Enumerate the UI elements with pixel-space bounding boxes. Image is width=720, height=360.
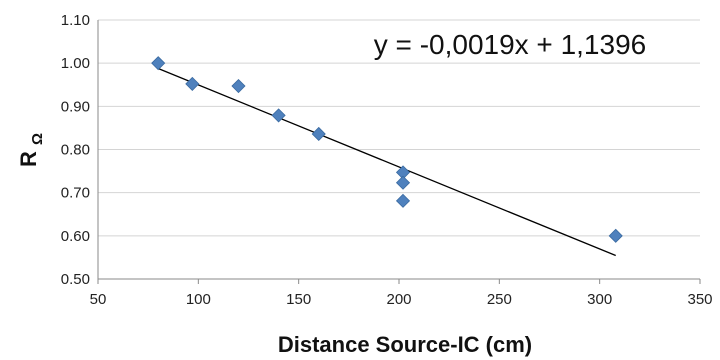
x-tick-label: 50: [90, 291, 107, 308]
data-point-diamond: [311, 126, 326, 142]
trend-line: [157, 67, 616, 257]
data-points: [151, 56, 623, 243]
x-tick-label: 200: [386, 291, 411, 308]
y-tick-label: 0.90: [61, 98, 90, 115]
data-point-diamond: [185, 76, 200, 91]
x-tick-label: 100: [186, 291, 211, 308]
y-tick-labels: 0.50 0.60 0.70 0.80 0.90 1.00 1.10: [61, 12, 90, 288]
x-tick-label: 250: [487, 291, 512, 308]
trendline-equation: y = -0,0019x + 1,1396: [374, 29, 646, 60]
data-point-diamond: [395, 193, 411, 208]
y-axis-title-main: R: [16, 151, 41, 167]
y-axis-title-group: R Ω: [16, 133, 46, 167]
x-tick-labels: 50 100 150 200 250 300 350: [90, 279, 713, 308]
data-point-diamond: [608, 228, 623, 243]
x-tick-label: 300: [587, 291, 612, 308]
y-tick-label: 0.80: [61, 142, 90, 159]
data-point-diamond: [151, 56, 166, 71]
y-axis-title: R Ω: [16, 133, 46, 167]
y-tick-label: 1.00: [61, 55, 90, 72]
y-tick-label: 0.60: [61, 228, 90, 245]
data-point-diamond: [231, 78, 246, 94]
y-axis-title-subscript: Ω: [29, 133, 46, 145]
data-point-diamond: [271, 108, 286, 123]
y-tick-label: 1.10: [61, 12, 90, 29]
data-point-diamond: [395, 175, 411, 190]
x-tick-label: 350: [687, 291, 712, 308]
grid-lines: [98, 19, 700, 237]
y-tick-label: 0.50: [61, 271, 90, 288]
y-tick-label: 0.70: [61, 185, 90, 202]
x-axis-title: Distance Source-IC (cm): [278, 332, 532, 357]
x-tick-label: 150: [286, 291, 311, 308]
trendline-group: [157, 67, 616, 257]
